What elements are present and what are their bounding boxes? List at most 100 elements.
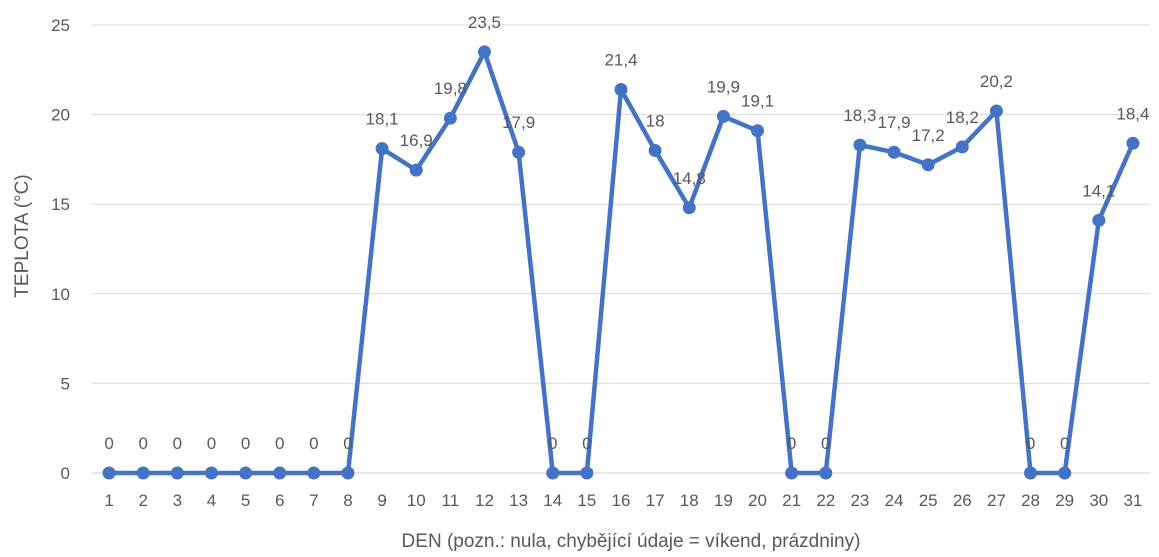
data-label: 17,9	[502, 113, 535, 132]
x-tick-label: 2	[138, 491, 147, 510]
data-label: 23,5	[468, 13, 501, 32]
data-point	[955, 140, 969, 154]
data-point	[614, 83, 628, 97]
data-point	[273, 466, 287, 480]
data-point	[921, 158, 935, 172]
x-tick-label: 23	[850, 491, 869, 510]
data-point	[1092, 213, 1106, 227]
data-point	[682, 201, 696, 215]
x-axis-label: DEN (pozn.: nula, chybějící údaje = víke…	[402, 531, 861, 552]
x-tick-label: 26	[953, 491, 972, 510]
data-label: 18,1	[366, 110, 399, 129]
data-label: 0	[104, 434, 113, 453]
x-tick-label: 7	[309, 491, 318, 510]
data-point	[477, 45, 491, 59]
y-tick-label: 10	[51, 285, 70, 304]
x-tick-label: 18	[680, 491, 699, 510]
data-point	[853, 138, 867, 152]
data-point	[136, 466, 150, 480]
x-tick-label: 21	[782, 491, 801, 510]
x-tick-label: 29	[1055, 491, 1074, 510]
y-tick-label: 20	[51, 106, 70, 125]
data-points	[102, 45, 1140, 480]
y-tick-label: 15	[51, 195, 70, 214]
x-tick-label: 13	[509, 491, 528, 510]
x-tick-label: 11	[442, 491, 460, 510]
data-label: 0	[138, 434, 147, 453]
y-tick-label: 5	[61, 374, 70, 393]
data-label: 16,9	[400, 131, 433, 150]
data-point	[580, 466, 594, 480]
data-point	[546, 466, 560, 480]
y-tick-label: 25	[51, 16, 70, 35]
data-label: 0	[275, 434, 284, 453]
x-tick-label: 9	[377, 491, 386, 510]
data-label: 0	[309, 434, 318, 453]
data-label: 0	[1060, 434, 1069, 453]
data-label: 21,4	[604, 51, 637, 70]
data-label: 0	[821, 434, 830, 453]
y-axis-ticks: 0 5 10 15 20 25	[51, 16, 70, 483]
data-point	[716, 109, 730, 123]
data-point	[1024, 466, 1038, 480]
data-label: 0	[548, 434, 557, 453]
data-label: 18,3	[843, 106, 876, 125]
data-point	[751, 124, 765, 138]
x-tick-label: 4	[207, 491, 216, 510]
x-tick-label: 5	[241, 491, 250, 510]
data-point	[887, 145, 901, 159]
data-point	[341, 466, 355, 480]
data-label: 17,2	[912, 126, 945, 145]
x-tick-label: 17	[646, 491, 665, 510]
data-label: 19,8	[434, 79, 467, 98]
x-tick-label: 3	[173, 491, 182, 510]
data-point	[819, 466, 833, 480]
data-point	[170, 466, 184, 480]
data-point	[512, 145, 526, 159]
data-label: 0	[241, 434, 250, 453]
data-point	[307, 466, 321, 480]
x-tick-label: 22	[816, 491, 835, 510]
x-tick-label: 10	[407, 491, 426, 510]
data-label: 0	[582, 434, 591, 453]
data-point	[102, 466, 116, 480]
data-label: 0	[343, 434, 352, 453]
data-point	[204, 466, 218, 480]
data-label: 0	[787, 434, 796, 453]
data-point	[989, 104, 1003, 118]
data-label: 0	[207, 434, 216, 453]
x-tick-label: 14	[543, 491, 562, 510]
data-label: 18,2	[946, 108, 979, 127]
x-tick-label: 15	[577, 491, 596, 510]
y-axis-label: TEPLOTA (°C)	[12, 174, 33, 297]
x-tick-label: 19	[714, 491, 733, 510]
data-point	[648, 143, 662, 157]
data-label: 18	[646, 111, 665, 130]
data-point	[1058, 466, 1072, 480]
x-tick-label: 6	[275, 491, 284, 510]
data-point	[375, 142, 389, 156]
data-labels: 0 0 0 0 0 0 0 0 18,116,9 19,8 23,5 17,9 0 0 21,4 18 14,8…	[104, 13, 1149, 453]
x-tick-label: 24	[885, 491, 904, 510]
data-label: 17,9	[877, 113, 910, 132]
x-tick-label: 30	[1089, 491, 1108, 510]
data-label: 19,1	[741, 92, 774, 111]
data-point	[239, 466, 253, 480]
data-point	[1126, 136, 1140, 150]
x-tick-label: 12	[475, 491, 494, 510]
x-tick-label: 27	[987, 491, 1006, 510]
x-tick-label: 25	[919, 491, 938, 510]
x-tick-label: 28	[1021, 491, 1040, 510]
data-point	[785, 466, 799, 480]
data-label: 0	[173, 434, 182, 453]
x-tick-label: 1	[104, 491, 113, 510]
data-label: 18,4	[1116, 104, 1149, 123]
data-label: 14,8	[673, 169, 706, 188]
data-point	[409, 163, 423, 177]
data-label: 0	[1026, 434, 1035, 453]
x-tick-label: 8	[343, 491, 352, 510]
x-tick-label: 31	[1123, 491, 1142, 510]
y-tick-label: 0	[61, 464, 70, 483]
data-label: 19,9	[707, 77, 740, 96]
